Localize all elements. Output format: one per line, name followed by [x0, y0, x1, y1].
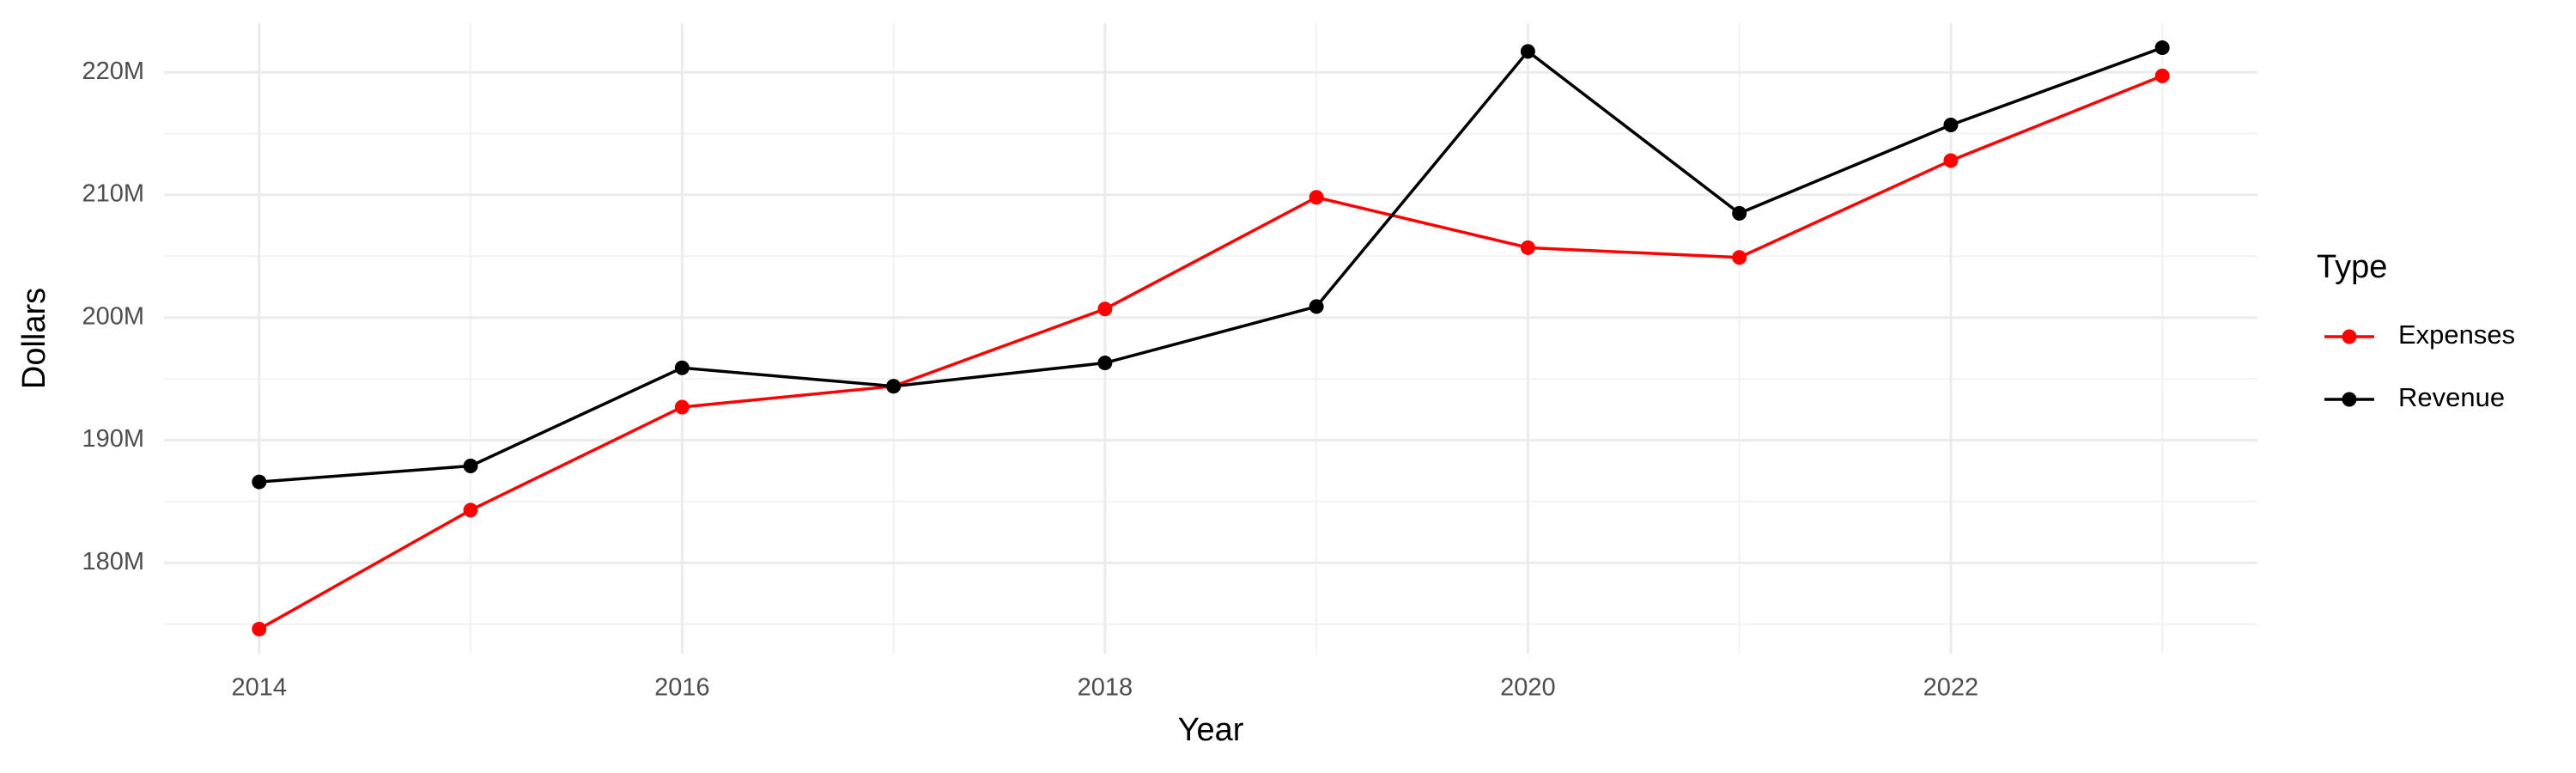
- data-point: [1520, 240, 1535, 255]
- x-tick-label: 2016: [654, 674, 710, 702]
- legend-marker: [2342, 392, 2357, 407]
- data-point: [252, 621, 267, 636]
- data-point: [1309, 299, 1324, 314]
- series-line: [258, 46, 2163, 484]
- y-tick-label: 190M: [82, 425, 144, 453]
- x-axis-title: Year: [1178, 712, 1244, 748]
- data-point: [674, 360, 690, 375]
- data-point: [1520, 44, 1535, 59]
- x-tick-label: 2018: [1078, 674, 1133, 702]
- data-point: [2154, 68, 2170, 83]
- x-tick-label: 2020: [1500, 674, 1556, 702]
- data-point: [674, 399, 690, 415]
- data-point: [2154, 40, 2170, 56]
- y-tick-label: 200M: [82, 302, 144, 330]
- data-point: [886, 379, 902, 394]
- x-tick-label: 2014: [232, 674, 288, 702]
- data-point: [1097, 301, 1113, 317]
- y-tick-label: 220M: [82, 58, 144, 85]
- legend-label: Expenses: [2398, 320, 2515, 350]
- data-point: [1309, 190, 1324, 205]
- legend-label: Revenue: [2398, 382, 2505, 412]
- data-point: [1732, 205, 1747, 221]
- x-tick-label: 2022: [1923, 674, 1979, 702]
- data-point: [463, 502, 478, 518]
- data-point: [1097, 356, 1113, 371]
- y-axis-title: Dollars: [16, 288, 52, 389]
- legend-marker: [2342, 329, 2357, 344]
- legend-title: Type: [2317, 249, 2387, 285]
- series-line: [258, 74, 2163, 630]
- data-point: [463, 459, 478, 474]
- data-point: [252, 474, 267, 490]
- data-point: [1943, 153, 1959, 168]
- y-tick-label: 210M: [82, 180, 144, 208]
- data-point: [1732, 250, 1747, 265]
- y-tick-label: 180M: [82, 548, 144, 575]
- data-point: [1943, 118, 1959, 133]
